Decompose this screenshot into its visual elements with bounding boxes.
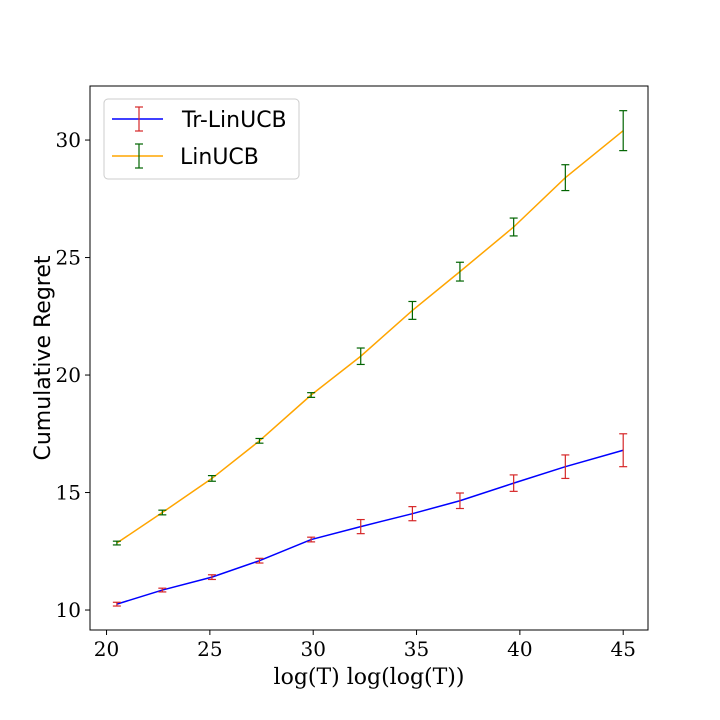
errorbar-tr-linucb bbox=[307, 536, 316, 543]
y-tick-label: 15 bbox=[56, 481, 81, 505]
legend: Tr-LinUCB LinUCB bbox=[103, 98, 300, 180]
errorbar-linucb bbox=[561, 164, 570, 192]
plot-area bbox=[89, 85, 649, 631]
errorbar-tr-linucb bbox=[112, 601, 121, 607]
errorbar-tr-linucb bbox=[255, 557, 264, 564]
legend-label-tr-linucb: Tr-LinUCB bbox=[181, 108, 287, 133]
errorbar-tr-linucb bbox=[207, 574, 216, 581]
legend-entry-tr-linucb: Tr-LinUCB bbox=[112, 106, 287, 133]
errorbar-linucb bbox=[455, 261, 464, 282]
errorbar-tr-linucb bbox=[561, 454, 570, 480]
x-tick-label: 40 bbox=[507, 637, 532, 661]
series-linucb bbox=[112, 110, 628, 546]
errorbar-linucb bbox=[408, 300, 417, 320]
x-tick-label: 30 bbox=[300, 637, 325, 661]
legend-entry-linucb: LinUCB bbox=[112, 143, 259, 170]
x-tick-label: 25 bbox=[197, 637, 222, 661]
errorbar-tr-linucb bbox=[408, 506, 417, 522]
errorbar-tr-linucb bbox=[455, 492, 464, 510]
x-tick-label: 20 bbox=[94, 637, 119, 661]
x-tick-label: 35 bbox=[404, 637, 429, 661]
legend-label-linucb: LinUCB bbox=[180, 145, 259, 170]
y-axis-ticks: 10 15 20 25 30 bbox=[56, 128, 90, 622]
errorbar-linucb bbox=[255, 437, 264, 444]
errorbar-tr-linucb bbox=[356, 518, 365, 535]
errorbar-linucb bbox=[158, 509, 167, 516]
x-axis-label: log(T) log(log(T)) bbox=[274, 665, 465, 690]
errorbar-linucb bbox=[509, 217, 518, 237]
series-tr-linucb bbox=[112, 433, 628, 607]
series-line-linucb bbox=[116, 130, 624, 544]
errorbar-linucb bbox=[112, 540, 121, 546]
errorbar-tr-linucb bbox=[158, 587, 167, 593]
x-tick-label: 45 bbox=[610, 637, 635, 661]
errorbar-tr-linucb bbox=[509, 474, 518, 492]
y-tick-label: 30 bbox=[56, 128, 81, 152]
errorbar-linucb bbox=[207, 475, 216, 482]
series-line-tr-linucb bbox=[116, 449, 624, 605]
y-tick-label: 20 bbox=[56, 363, 81, 387]
y-tick-label: 25 bbox=[56, 246, 81, 270]
series-layer bbox=[112, 110, 628, 607]
x-axis-ticks: 20 25 30 35 40 45 bbox=[94, 630, 636, 661]
errorbar-tr-linucb bbox=[619, 433, 628, 468]
y-tick-label: 10 bbox=[56, 598, 81, 622]
y-axis-label: Cumulative Regret bbox=[31, 255, 56, 460]
errorbar-linucb bbox=[619, 110, 628, 152]
errorbar-linucb bbox=[307, 392, 316, 398]
errorbar-linucb bbox=[356, 347, 365, 366]
